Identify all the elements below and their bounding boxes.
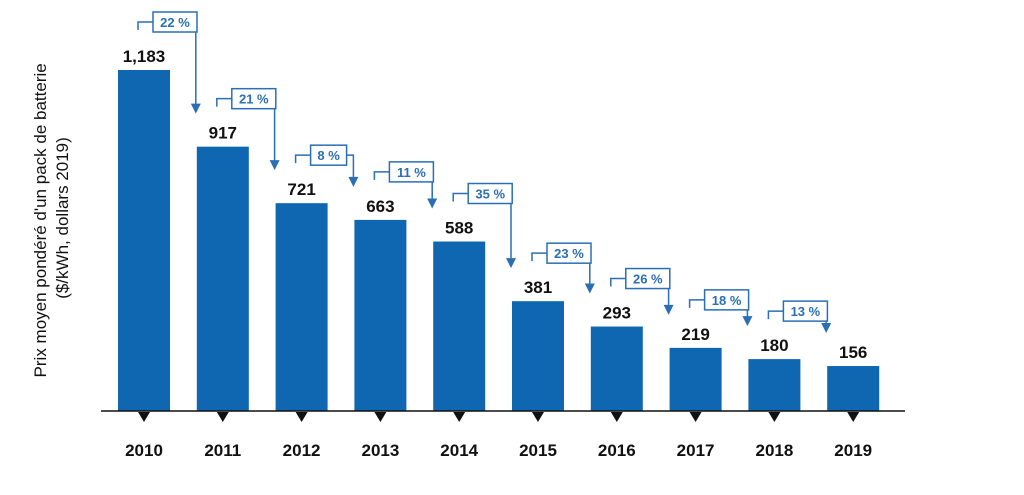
value-labels-group: 1,183 917 721 663 588 381 293 219 180 156	[123, 47, 868, 362]
value-label-2011: 917	[209, 124, 237, 143]
change-annotation-2011: 22 %	[137, 11, 201, 114]
change-badge	[546, 242, 592, 264]
tick-markers-group	[138, 412, 860, 422]
change-arrowhead	[506, 258, 516, 269]
change-arrowhead	[663, 304, 674, 315]
change-arrowhead	[584, 283, 595, 294]
y-axis-label-line-2: ($/kWh, dollars 2019)	[53, 137, 72, 299]
change-percent-label: 22 %	[160, 15, 190, 30]
tick-marker-2014	[453, 412, 466, 422]
change-percent-label: 13 %	[791, 304, 821, 319]
tick-marker-2019	[847, 412, 860, 422]
change-badge	[388, 161, 435, 183]
bar-2013	[354, 219, 407, 411]
value-label-2015: 381	[524, 278, 552, 297]
change-badge	[309, 144, 348, 166]
x-tick-label-2011: 2011	[204, 441, 241, 460]
x-tick-label-2013: 2013	[361, 441, 399, 460]
change-percent-label: 21 %	[239, 92, 269, 107]
tick-marker-2013	[374, 412, 387, 422]
y-axis-label: Prix moyen pondéré d'un pack de batterie…	[31, 59, 72, 378]
bar-2011	[196, 146, 249, 411]
x-tick-labels-group: 2010 2011 2012 2013 2014 2015 2016 2017 2018 2019	[125, 441, 872, 460]
change-arrowhead	[190, 103, 201, 114]
x-tick-label-2014: 2014	[440, 441, 478, 460]
change-badge	[625, 267, 671, 290]
change-annotation-2016: 23 %	[531, 242, 595, 294]
tick-marker-2015	[532, 412, 544, 422]
change-arrowhead	[348, 176, 359, 187]
value-label-2018: 180	[760, 336, 788, 355]
bar-2019	[827, 366, 880, 411]
tick-marker-2017	[689, 412, 702, 422]
x-tick-label-2015: 2015	[519, 441, 557, 460]
change-arrowhead	[427, 198, 438, 209]
tick-marker-2010	[138, 412, 150, 422]
bar-2014	[433, 241, 486, 411]
change-badge	[782, 300, 829, 322]
change-annotation-2012: 21 %	[216, 87, 280, 171]
change-annotation-2015: 35 %	[452, 182, 516, 269]
value-label-2016: 293	[603, 304, 631, 323]
bar-2016	[590, 326, 643, 411]
x-tick-label-2017: 2017	[677, 441, 715, 460]
value-label-2017: 219	[681, 325, 709, 344]
change-annotations-group: 22 % 21 % 8 % 11 % 35 % 23 % 26 % 18 % 13 %	[137, 11, 832, 334]
bar-2010	[118, 70, 170, 411]
value-label-2013: 663	[366, 197, 394, 216]
change-badge	[467, 182, 513, 205]
tick-marker-2011	[216, 412, 229, 422]
change-arrowhead	[821, 323, 832, 334]
change-annotation-2017: 26 %	[610, 267, 674, 315]
change-badge	[152, 11, 198, 33]
value-label-2010: 1,183	[123, 47, 166, 66]
value-label-2012: 721	[287, 180, 315, 199]
change-badge	[703, 289, 750, 311]
tick-marker-2012	[295, 412, 308, 422]
bar-2012	[275, 203, 328, 411]
x-tick-label-2012: 2012	[283, 441, 321, 460]
change-percent-label: 35 %	[475, 187, 505, 202]
tick-marker-2018	[768, 412, 781, 422]
change-annotation-2014: 11 %	[373, 161, 438, 209]
change-percent-label: 23 %	[554, 246, 584, 261]
change-badge	[231, 87, 277, 110]
change-annotation-2018: 18 %	[688, 289, 753, 327]
bar-2018	[748, 359, 801, 411]
x-tick-label-2010: 2010	[125, 441, 163, 460]
tick-marker-2016	[610, 412, 623, 422]
y-axis-label-line-1: Prix moyen pondéré d'un pack de batterie	[31, 63, 50, 377]
change-arrowhead	[742, 316, 753, 327]
change-percent-label: 26 %	[633, 272, 663, 287]
change-percent-label: 11 %	[397, 165, 426, 180]
value-label-2019: 156	[839, 343, 867, 362]
change-arrowhead	[269, 160, 280, 171]
change-annotation-2013: 8 %	[294, 144, 359, 187]
value-label-2014: 588	[445, 219, 473, 238]
x-tick-label-2016: 2016	[598, 441, 636, 460]
x-tick-label-2019: 2019	[834, 441, 872, 460]
change-annotation-2019: 13 %	[767, 300, 832, 334]
bars-group	[118, 70, 880, 411]
x-tick-label-2018: 2018	[755, 441, 793, 460]
change-percent-label: 18 %	[712, 293, 742, 308]
change-percent-label: 8 %	[317, 148, 340, 163]
bar-2017	[669, 347, 722, 411]
bar-2015	[512, 301, 564, 411]
